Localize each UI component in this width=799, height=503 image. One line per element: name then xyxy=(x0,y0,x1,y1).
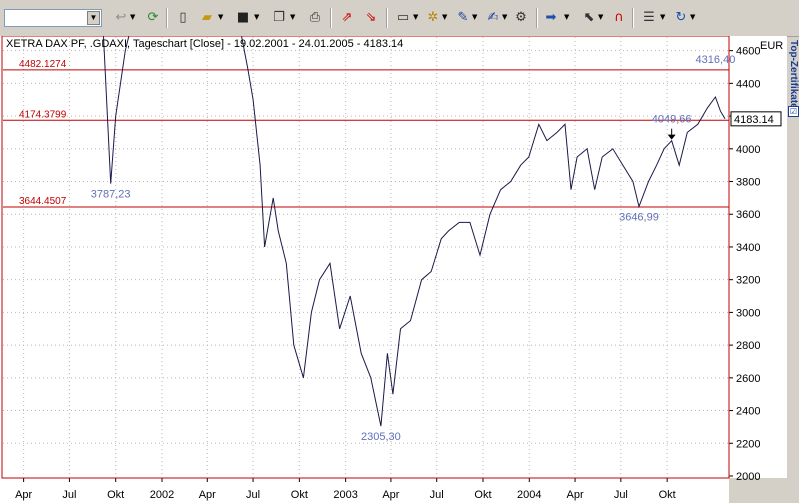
grid xyxy=(3,37,729,477)
properties-icon[interactable]: ☰ xyxy=(643,10,655,25)
y-tick-label: 4000 xyxy=(736,144,760,156)
chevron-down-icon[interactable]: ▼ xyxy=(413,13,419,21)
toolbar: ▼ ↩ ▼ ⟳ ▯ ▰ ▼ ■ ▼ ❐ ▼ ⎙ ⇗ ⇘ ▭ ▼ ✲ ▼ ✎ ▼ … xyxy=(0,0,799,37)
x-tick-label: Apr xyxy=(567,489,584,501)
arrow-right-icon[interactable]: ➡ xyxy=(545,10,557,25)
x-tick-label: 2004 xyxy=(517,489,541,501)
chevron-down-icon[interactable]: ▼ xyxy=(290,13,296,21)
x-tick-label: Jul xyxy=(246,489,260,501)
chevron-down-icon[interactable]: ▼ xyxy=(660,13,666,21)
y-tick-label: 3400 xyxy=(736,242,760,254)
chevron-down-icon[interactable]: ▼ xyxy=(442,13,448,21)
y-tick-label: 2600 xyxy=(736,373,760,385)
x-tick-label: Apr xyxy=(382,489,399,501)
chevron-down-icon[interactable]: ▼ xyxy=(472,13,478,21)
open-icon[interactable]: ▰ xyxy=(202,10,212,25)
currency-label: EUR xyxy=(760,40,783,52)
x-tick-label: Jul xyxy=(62,489,76,501)
y-tick-label: 3600 xyxy=(736,209,760,221)
window-icon[interactable]: ▭ xyxy=(396,10,410,25)
refresh-icon[interactable]: ⟳ xyxy=(147,10,159,25)
x-tick-label: Jul xyxy=(430,489,444,501)
indicator-icon[interactable]: ✲ xyxy=(427,10,439,25)
toolbar-separator xyxy=(536,8,538,28)
annotation-label: 3646,99 xyxy=(619,212,659,224)
plot-border xyxy=(1,36,730,479)
x-tick-label: Okt xyxy=(107,489,124,501)
y-tick-label: 2800 xyxy=(736,340,760,352)
horizontal-line-label: 4482.1274 xyxy=(19,59,67,70)
chart-icon[interactable]: ⇗ xyxy=(341,10,353,25)
chevron-down-icon[interactable]: ▼ xyxy=(564,13,570,21)
reload-icon[interactable]: ↻ xyxy=(675,10,687,25)
print-icon[interactable]: ⎙ xyxy=(309,10,321,25)
x-tick-label: Okt xyxy=(659,489,676,501)
y-tick-label: 2400 xyxy=(736,406,760,418)
x-tick-label: Apr xyxy=(199,489,216,501)
chevron-down-icon[interactable]: ▼ xyxy=(130,13,136,21)
chevron-down-icon[interactable]: ▼ xyxy=(502,13,508,21)
y-tick-label: 4400 xyxy=(736,78,760,90)
chevron-down-icon[interactable]: ▼ xyxy=(254,13,260,21)
chart-title: XETRA DAX PF, .GDAXI, Tageschart [Close]… xyxy=(6,38,403,50)
toolbar-separator xyxy=(386,8,388,28)
x-axis: Apr Jul Okt 2002 Apr Jul Okt 2003 Apr Jul Okt 2004 A… xyxy=(15,478,676,501)
toolbar-separator xyxy=(632,8,634,28)
x-tick-label: Jul xyxy=(614,489,628,501)
x-tick-label: Okt xyxy=(291,489,308,501)
x-tick-label: Apr xyxy=(15,489,32,501)
y-tick-label: 3200 xyxy=(736,275,760,287)
y-tick-label: 2000 xyxy=(736,471,760,483)
y-tick-label: 4600 xyxy=(736,46,760,58)
chevron-down-icon[interactable]: ▼ xyxy=(598,13,604,21)
side-panel-label[interactable]: Top-Zertifikate xyxy=(788,40,799,109)
chevron-down-icon[interactable]: ▼ xyxy=(218,13,224,21)
x-tick-label: 2003 xyxy=(333,489,357,501)
y-axis: 2000 2200 2400 2600 2800 3000 3200 3400 3600 3800… xyxy=(729,46,760,483)
cursor-icon[interactable]: ⬉ xyxy=(583,10,595,25)
back-icon[interactable]: ↩ xyxy=(115,10,127,25)
magnet-icon[interactable]: ∩ xyxy=(614,10,624,25)
save-icon[interactable]: ■ xyxy=(236,10,250,25)
new-icon[interactable]: ▯ xyxy=(179,10,187,25)
chevron-down-icon[interactable]: ▼ xyxy=(87,11,100,25)
horizontal-line-label: 3644.4507 xyxy=(19,196,67,207)
x-tick-label: 2002 xyxy=(150,489,174,501)
chevron-down-icon[interactable]: ▼ xyxy=(690,13,696,21)
time-axis-background xyxy=(0,478,729,503)
copy-icon[interactable]: ❐ xyxy=(273,10,285,25)
annotations: 5462,553787,232305,304049,664316,403646,… xyxy=(91,54,736,443)
y-tick-label: 3800 xyxy=(736,177,760,189)
toolbar-separator xyxy=(166,8,168,28)
horizontal-line-label: 4174.3799 xyxy=(19,109,67,120)
y-tick-label: 3000 xyxy=(736,307,760,319)
checkbox-icon[interactable]: ☑ xyxy=(788,106,799,117)
annotation-label: 4316,40 xyxy=(696,54,736,66)
annotation-label: 4049,66 xyxy=(652,114,692,126)
properties-window-icon[interactable]: ⚙ xyxy=(515,10,527,25)
last-value-label: 4183.14 xyxy=(734,114,774,126)
annotation-label: 3787,23 xyxy=(91,189,131,201)
y-tick-label: 2200 xyxy=(736,438,760,450)
x-tick-label: Okt xyxy=(474,489,491,501)
series-line xyxy=(102,36,726,427)
toolbar-separator xyxy=(330,8,332,28)
marker-arrow-head xyxy=(667,134,676,140)
symbol-combo[interactable]: ▼ xyxy=(4,9,102,27)
price-axis-background xyxy=(729,36,787,478)
chart-alt-icon[interactable]: ⇘ xyxy=(365,10,377,25)
plot-background xyxy=(0,36,729,478)
last-value-box xyxy=(730,111,782,127)
annotation-label: 2305,30 xyxy=(361,431,401,443)
drawing-icon[interactable]: ✎ xyxy=(457,10,469,25)
settings-icon[interactable]: ✍ xyxy=(487,10,499,25)
